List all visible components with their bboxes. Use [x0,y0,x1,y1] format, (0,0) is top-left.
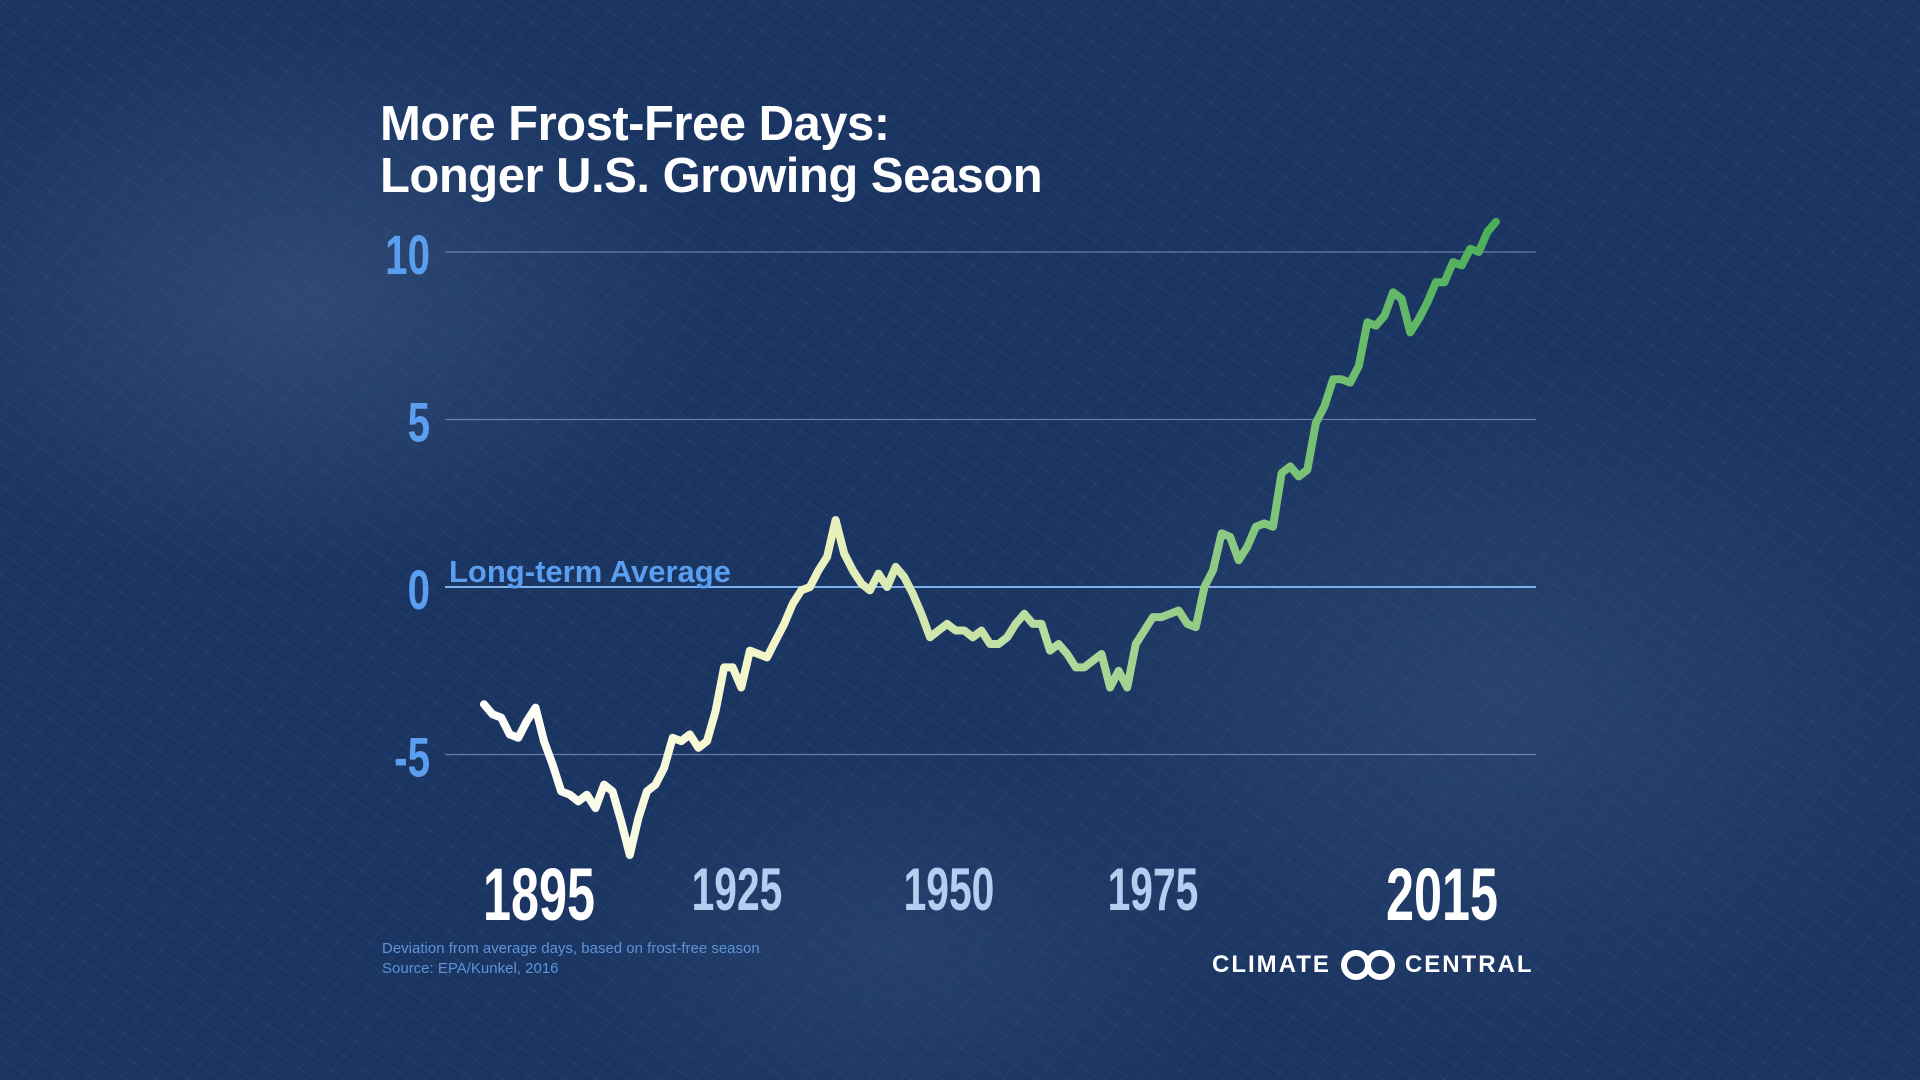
logo-text-right: CENTRAL [1404,951,1534,978]
x-tick-label: 1895 [483,855,595,937]
climate-central-logo: CLIMATE CENTRAL [1212,950,1534,980]
y-tick-label: -5 [394,727,430,789]
note-description: Deviation from average days, based on fr… [382,940,760,957]
chart-title: More Frost-Free Days: Longer U.S. Growin… [380,97,1043,203]
y-tick-label: 5 [408,392,430,454]
y-tick-label: 10 [385,225,430,287]
long-term-average-label: Long-term Average [449,554,731,589]
note-source: Source: EPA/Kunkel, 2016 [382,960,559,977]
logo-text-left: CLIMATE [1212,951,1331,978]
x-tick-label: 2015 [1386,855,1498,937]
x-tick-label: 1950 [904,856,995,923]
series-line [480,217,1500,859]
title-line-2: Longer U.S. Growing Season [380,149,1043,203]
title-line-1: More Frost-Free Days: [380,97,890,151]
x-tick-label: 1925 [692,856,783,923]
logo-rings-icon [1340,950,1395,980]
x-tick-label: 1975 [1108,856,1199,923]
y-tick-label: 0 [408,560,430,622]
